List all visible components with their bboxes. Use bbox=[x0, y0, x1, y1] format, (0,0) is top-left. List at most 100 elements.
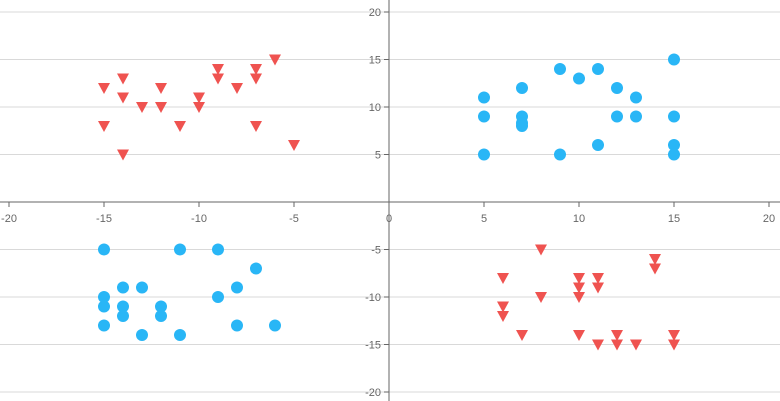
x-tick-label: -15 bbox=[96, 213, 112, 225]
data-point-circle bbox=[592, 63, 604, 75]
data-point-triangle bbox=[592, 273, 604, 284]
data-point-circle bbox=[668, 139, 680, 151]
x-tick-label: 20 bbox=[763, 213, 775, 225]
data-point-triangle bbox=[668, 330, 680, 341]
data-point-circle bbox=[630, 110, 642, 123]
series-quadrant-i bbox=[478, 53, 680, 161]
data-point-triangle bbox=[193, 92, 205, 104]
data-point-triangle bbox=[269, 54, 281, 66]
data-point-triangle bbox=[174, 121, 186, 132]
data-point-circle bbox=[231, 281, 243, 294]
data-point-circle bbox=[668, 53, 680, 66]
x-tick-label: 5 bbox=[481, 213, 487, 225]
data-point-triangle bbox=[155, 102, 167, 113]
data-point-triangle bbox=[573, 330, 585, 341]
data-point-triangle bbox=[649, 254, 661, 265]
data-point-circle bbox=[174, 329, 186, 341]
data-point-circle bbox=[136, 329, 148, 341]
data-point-triangle bbox=[535, 244, 547, 256]
data-point-triangle bbox=[592, 282, 604, 294]
data-point-circle bbox=[630, 91, 642, 104]
y-tick-label: -20 bbox=[365, 387, 381, 399]
data-point-circle bbox=[592, 139, 604, 151]
series-quadrant-iv bbox=[497, 244, 680, 351]
x-tick-label: 10 bbox=[573, 213, 585, 225]
data-point-triangle bbox=[212, 64, 224, 75]
data-point-triangle bbox=[250, 64, 262, 75]
data-point-triangle bbox=[573, 282, 585, 294]
tick-labels: -20 -15 -10 -5 0 5 10 15 20 -20 -15 -10 -5 5 10 15 20 bbox=[1, 7, 775, 399]
data-point-triangle bbox=[573, 292, 585, 303]
data-point-triangle bbox=[611, 330, 623, 341]
data-point-triangle bbox=[516, 330, 528, 341]
data-point-triangle bbox=[155, 83, 167, 94]
y-tick-label: 15 bbox=[369, 55, 381, 67]
data-point-circle bbox=[155, 310, 167, 322]
data-point-circle bbox=[136, 281, 148, 294]
series-quadrant-iii bbox=[98, 243, 281, 341]
data-point-circle bbox=[516, 120, 528, 132]
data-point-triangle bbox=[535, 292, 547, 303]
y-tick-label: 20 bbox=[369, 7, 381, 19]
data-point-triangle bbox=[288, 140, 300, 151]
data-point-triangle bbox=[630, 339, 642, 351]
x-tick-label: -20 bbox=[1, 213, 17, 225]
data-points bbox=[98, 53, 680, 351]
data-point-triangle bbox=[136, 102, 148, 113]
data-point-triangle bbox=[98, 83, 110, 94]
data-point-circle bbox=[554, 63, 566, 75]
data-point-circle bbox=[611, 82, 623, 94]
data-point-circle bbox=[155, 300, 167, 313]
data-point-circle bbox=[117, 310, 129, 322]
data-point-triangle bbox=[117, 149, 129, 161]
data-point-triangle bbox=[668, 339, 680, 351]
data-point-triangle bbox=[231, 83, 243, 94]
data-point-triangle bbox=[497, 311, 509, 322]
data-point-circle bbox=[212, 291, 224, 303]
data-point-circle bbox=[478, 148, 490, 161]
x-tick-label: 15 bbox=[668, 213, 680, 225]
series-quadrant-ii bbox=[98, 54, 300, 161]
data-point-circle bbox=[98, 243, 110, 256]
data-point-circle bbox=[250, 262, 262, 275]
data-point-circle bbox=[478, 110, 490, 123]
data-point-circle bbox=[668, 148, 680, 161]
data-point-circle bbox=[117, 281, 129, 294]
data-point-circle bbox=[611, 110, 623, 123]
gridlines bbox=[0, 11, 780, 393]
data-point-circle bbox=[98, 291, 110, 303]
data-point-triangle bbox=[573, 273, 585, 284]
data-point-triangle bbox=[117, 92, 129, 104]
data-point-circle bbox=[516, 82, 528, 94]
data-point-circle bbox=[212, 243, 224, 256]
x-tick-label: -5 bbox=[289, 213, 299, 225]
y-tick-label: -5 bbox=[371, 245, 381, 257]
y-tick-label: 5 bbox=[375, 150, 381, 162]
data-point-triangle bbox=[611, 339, 623, 351]
y-tick-label: -15 bbox=[365, 340, 381, 352]
data-point-triangle bbox=[497, 301, 509, 313]
data-point-circle bbox=[117, 300, 129, 313]
y-tick-label: -10 bbox=[365, 292, 381, 304]
data-point-circle bbox=[668, 110, 680, 123]
data-point-circle bbox=[478, 91, 490, 104]
data-point-triangle bbox=[193, 102, 205, 113]
data-point-circle bbox=[554, 148, 566, 161]
data-point-triangle bbox=[497, 273, 509, 284]
x-tick-label: 0 bbox=[386, 213, 392, 225]
data-point-circle bbox=[231, 319, 243, 332]
data-point-triangle bbox=[250, 73, 262, 85]
data-point-triangle bbox=[117, 73, 129, 85]
data-point-triangle bbox=[649, 263, 661, 275]
data-point-circle bbox=[98, 300, 110, 313]
data-point-triangle bbox=[98, 121, 110, 132]
x-tick-label: -10 bbox=[191, 213, 207, 225]
data-point-circle bbox=[98, 319, 110, 332]
data-point-circle bbox=[573, 72, 585, 85]
data-point-triangle bbox=[212, 73, 224, 85]
data-point-triangle bbox=[250, 121, 262, 132]
y-tick-label: 10 bbox=[369, 102, 381, 114]
